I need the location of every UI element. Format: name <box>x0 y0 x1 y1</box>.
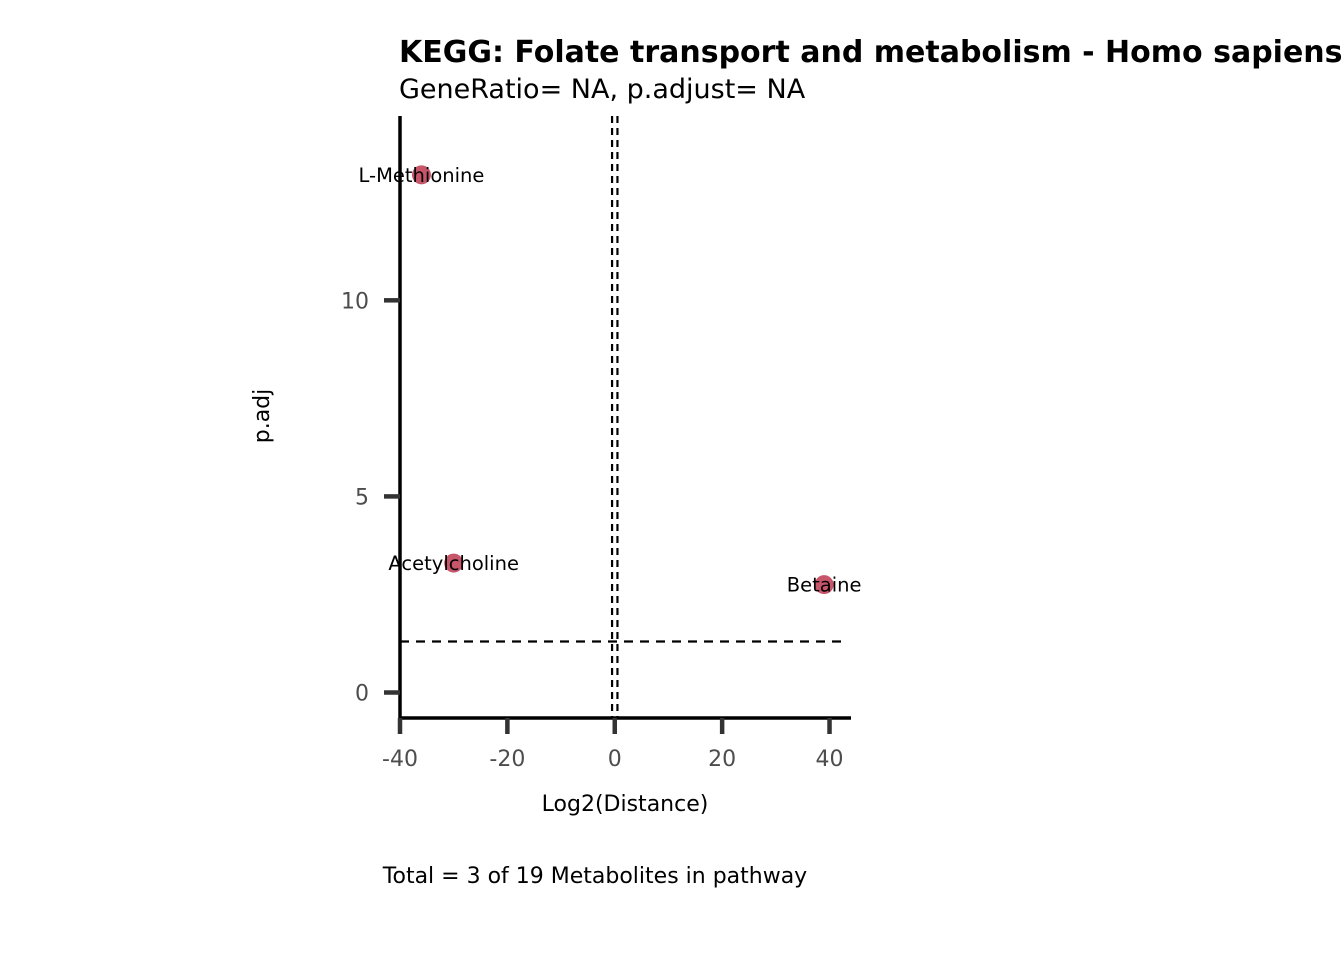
axes <box>398 116 851 720</box>
chart-caption: Total = 3 of 19 Metabolites in pathway <box>382 864 807 889</box>
point-label: L-Methionine <box>359 164 485 187</box>
x-tick-label: 40 <box>816 747 844 772</box>
chart-title: KEGG: Folate transport and metabolism - … <box>399 35 1344 70</box>
y-axis-ticks: 0 5 10 <box>341 289 400 707</box>
x-axis-title: Log2(Distance) <box>542 792 709 817</box>
data-point <box>411 165 431 185</box>
y-axis-title: p.adj <box>250 389 275 444</box>
x-axis-ticks: -40 -20 0 20 40 <box>382 718 844 772</box>
x-tick-label: -40 <box>382 747 418 772</box>
y-tick-label: 0 <box>355 682 369 707</box>
x-tick-label: 20 <box>708 747 736 772</box>
point-label: Betaine <box>787 574 862 597</box>
x-tick-label: 0 <box>608 747 622 772</box>
data-point <box>444 553 464 573</box>
reference-lines <box>400 116 843 718</box>
y-tick-label: 5 <box>355 485 369 510</box>
point-labels: L-Methionine Acetylcholine Betaine <box>359 164 862 597</box>
chart-subtitle: GeneRatio= NA, p.adjust= NA <box>399 74 806 105</box>
data-point <box>814 575 834 595</box>
point-label: Acetylcholine <box>388 552 519 575</box>
data-points <box>411 165 834 595</box>
y-tick-label: 10 <box>341 289 369 314</box>
x-tick-label: -20 <box>489 747 525 772</box>
